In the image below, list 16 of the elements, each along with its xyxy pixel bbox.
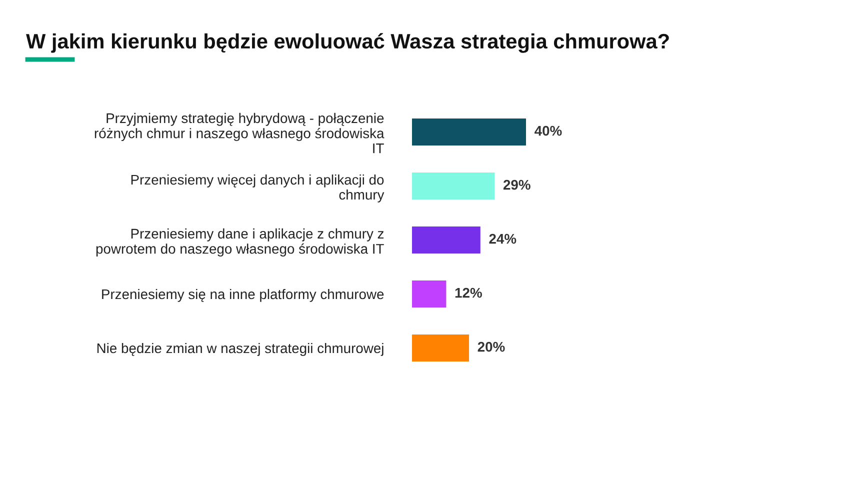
bar bbox=[412, 118, 526, 146]
bar bbox=[412, 172, 495, 200]
y-tick-label: Przyjmiemy strategię hybrydową - połączenie różnych chmur i naszego własnego środowiska IT bbox=[94, 112, 384, 154]
bar bbox=[412, 280, 446, 308]
chart-title: W jakim kierunku będzie ewoluować Wasza strategia chmurowa? bbox=[26, 33, 669, 53]
y-tick-label: Przeniesiemy się na inne platformy chmurowe bbox=[102, 288, 384, 302]
bar bbox=[412, 334, 469, 362]
y-tick-label: Przeniesiemy dane i aplikacje z chmury z powrotem do naszego własnego środowiska IT bbox=[96, 228, 384, 257]
data-label: 29% bbox=[503, 180, 530, 190]
data-label: 20% bbox=[478, 342, 505, 352]
y-tick-label: Przeniesiemy więcej danych i aplikacji do chmury bbox=[131, 174, 384, 202]
bar bbox=[412, 226, 480, 254]
data-label: 24% bbox=[489, 234, 516, 244]
y-tick-label: Nie będzie zmian w naszej strategii chmurowej bbox=[97, 342, 384, 356]
data-label: 40% bbox=[534, 126, 562, 136]
data-label: 12% bbox=[455, 288, 482, 298]
